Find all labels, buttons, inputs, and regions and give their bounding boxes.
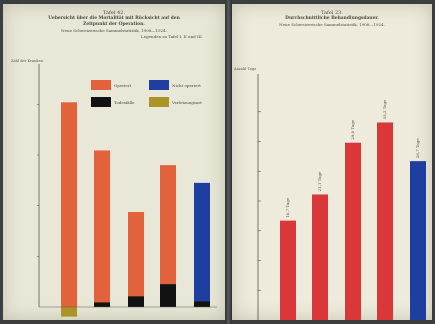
duration-bar (345, 142, 361, 320)
right-plate-number: Tafel 23. (321, 10, 343, 16)
treatment-duration-chart: Anzahl Tage 16,7 Tage 21,1 Tage 29,8 Tage 33… (233, 67, 426, 320)
bar-deaths (94, 302, 110, 307)
left-plate-number: Tafel 42. (103, 10, 125, 16)
legend-swatch (91, 97, 111, 107)
bar-operated (94, 150, 110, 307)
left-reference: Legenden zu Tafel I, II und III. (141, 34, 203, 39)
bar-deaths (128, 296, 144, 307)
bar-value-label: 26,7 Tage (415, 138, 420, 158)
left-title-line2: Zeitpunkt der Operation. (83, 22, 145, 27)
left-y-axis-label: Zahl der Kranken (11, 59, 44, 63)
legend-label: Operiert (114, 83, 132, 88)
bar-not-operated (194, 182, 210, 307)
book-gutter (225, 0, 232, 324)
legend-label: Verletzungsart (171, 100, 202, 105)
left-title-line1: Uebersicht über die Mortalität mit Rücks… (48, 16, 180, 21)
bar-operated (160, 165, 176, 307)
right-title: Durchschnittliche Behandlungsdauer. (285, 16, 379, 21)
bar-value-label: 16,7 Tage (285, 197, 290, 217)
duration-bar (377, 122, 393, 320)
duration-bar (280, 220, 296, 320)
left-page: Tafel 42. Uebersicht über die Mortalität… (3, 4, 225, 320)
duration-bar (410, 161, 426, 320)
legend-swatch (91, 80, 111, 90)
bar-other (61, 307, 77, 317)
bar-value-label: 33,2 Tage (382, 99, 387, 119)
bar-deaths (194, 301, 210, 307)
right-page: Tafel 23. Durchschnittliche Behandlungsd… (232, 4, 432, 320)
bar-value-label: 21,1 Tage (317, 171, 322, 191)
legend-swatch (149, 80, 169, 90)
duration-bar (312, 194, 328, 320)
left-subtitle: Neue Schweizerische Sammelstatistik, 190… (61, 28, 167, 33)
legend-swatch (149, 97, 169, 107)
bar-deaths (160, 284, 176, 307)
bar-operated (128, 212, 144, 307)
right-subtitle: Neue Schweizerische Sammelstatistik, 190… (279, 22, 385, 27)
mortality-chart: Zahl der Kranken Operiert Nicht operiert To… (11, 59, 217, 317)
bar-operated (61, 102, 77, 307)
legend-label: Nicht operiert (172, 83, 201, 88)
legend-label: Todesfälle (114, 100, 135, 105)
right-y-axis-label: Anzahl Tage (233, 67, 256, 71)
bar-value-label: 29,8 Tage (350, 119, 355, 139)
